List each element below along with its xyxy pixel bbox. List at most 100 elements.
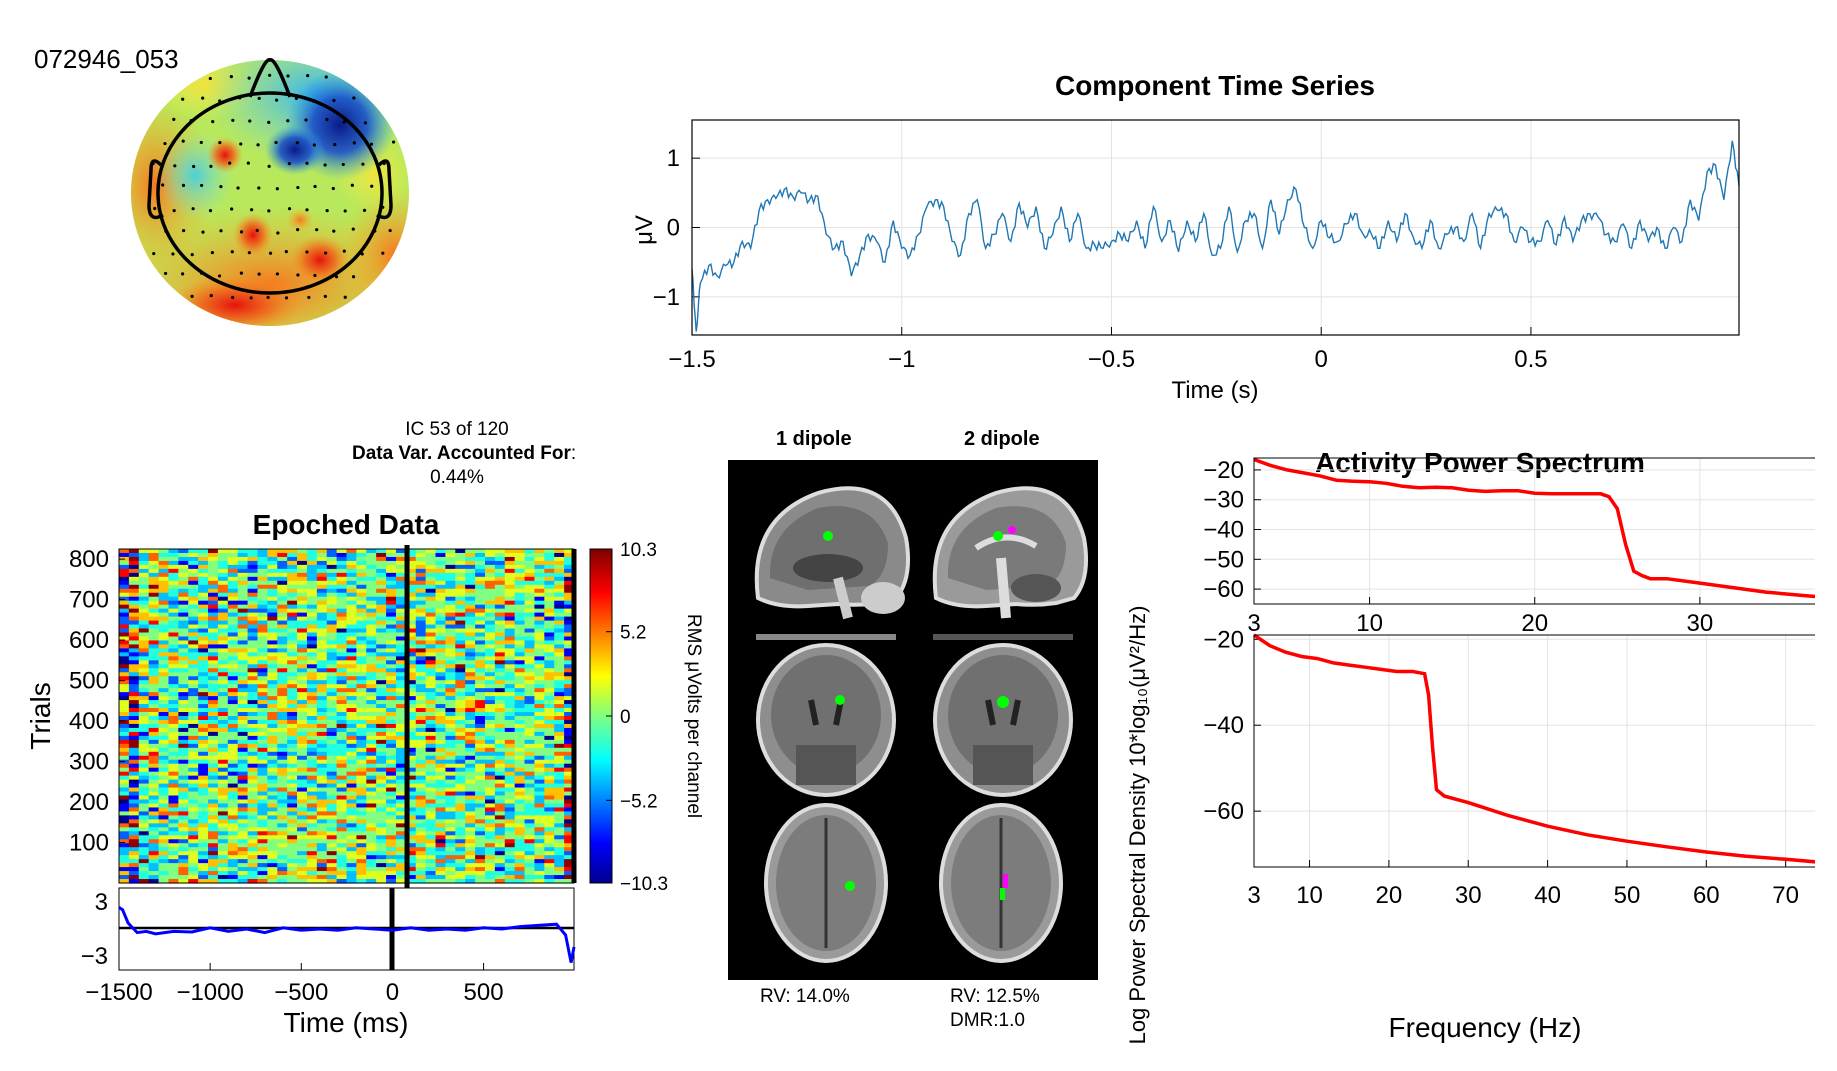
heatmap-cell <box>168 628 179 634</box>
heatmap-cell <box>277 604 288 610</box>
heatmap-cell <box>564 696 575 701</box>
heatmap-cell <box>188 879 199 884</box>
heatmap-cell <box>356 600 367 606</box>
heatmap-cell <box>326 588 338 594</box>
heatmap-cell <box>306 719 318 725</box>
heatmap-cell <box>119 576 130 582</box>
heatmap-cell <box>267 712 278 717</box>
heatmap-cell <box>287 648 298 653</box>
heatmap-cell <box>484 596 496 602</box>
heatmap-cell <box>366 684 377 689</box>
heatmap-cell <box>356 572 367 578</box>
heatmap-cell <box>297 799 308 805</box>
heatmap-cell <box>356 791 367 797</box>
heatmap-cell <box>326 688 338 693</box>
heatmap-cell <box>484 739 496 745</box>
heatmap-cell <box>128 759 140 765</box>
heatmap-cell <box>455 819 466 824</box>
heatmap-cell <box>346 604 357 610</box>
heatmap-cell <box>148 787 160 793</box>
heatmap-cell <box>168 576 179 582</box>
heatmap-cell <box>119 815 130 820</box>
heatmap-cell <box>326 584 338 590</box>
heatmap-cell <box>138 636 150 642</box>
heatmap-cell <box>455 839 466 844</box>
heatmap-cell <box>267 879 278 884</box>
heatmap-cell <box>178 628 189 634</box>
heatmap-cell <box>534 708 545 713</box>
heatmap-cell <box>445 608 456 614</box>
heatmap-cell <box>445 696 456 701</box>
heatmap-cell <box>158 863 170 868</box>
heatmap-cell <box>524 731 536 737</box>
heatmap-cell <box>128 747 140 753</box>
heatmap-cell <box>415 712 427 717</box>
heatmap-cell <box>297 572 308 578</box>
heatmap-cell <box>534 723 545 729</box>
heatmap-cell <box>267 704 278 709</box>
heatmap-cell <box>267 763 278 769</box>
heatmap-cell <box>326 636 338 642</box>
heatmap-cell <box>247 656 259 661</box>
heatmap-cell <box>445 863 456 868</box>
heatmap-cell <box>287 660 298 665</box>
heatmap-cell <box>316 759 328 765</box>
heatmap-cell <box>217 628 229 634</box>
heatmap-cell <box>395 700 407 705</box>
heatmap-cell <box>554 572 565 578</box>
heatmap-cell <box>306 819 318 824</box>
heatmap-cell <box>326 791 338 797</box>
heatmap-cell <box>524 684 536 689</box>
heatmap-cell <box>435 656 447 661</box>
heatmap-cell <box>356 767 367 773</box>
heatmap-cell <box>217 819 229 824</box>
heatmap-cell <box>326 660 338 665</box>
heatmap-cell <box>287 688 298 693</box>
heatmap-cell <box>277 779 288 785</box>
heatmap-cell <box>534 656 545 661</box>
heatmap-cell <box>484 775 496 781</box>
heatmap-cell <box>119 751 130 757</box>
heatmap-cell <box>465 568 476 574</box>
heatmap-cell <box>198 708 209 713</box>
heatmap-cell <box>198 596 209 602</box>
heatmap-cell <box>524 859 536 864</box>
heatmap-cell <box>366 847 377 852</box>
heatmap-cell <box>198 668 209 673</box>
heatmap-cell <box>208 600 219 606</box>
electrode-dot <box>209 164 213 168</box>
heatmap-cell <box>336 596 348 602</box>
heatmap-cell <box>356 568 367 574</box>
heatmap-cell <box>504 775 516 781</box>
heatmap-cell <box>138 564 150 570</box>
heatmap-cell <box>425 624 437 630</box>
heatmap-cell <box>514 580 526 586</box>
heatmap-cell <box>148 831 160 836</box>
heatmap-cell <box>287 747 298 753</box>
heatmap-cell <box>554 688 565 693</box>
heatmap-cell <box>395 608 407 614</box>
heatmap-cell <box>356 751 367 757</box>
heatmap-cell <box>435 576 447 582</box>
heatmap-cell <box>217 624 229 630</box>
heatmap-cell <box>415 616 427 622</box>
heatmap-cell <box>435 783 447 789</box>
heatmap-cell <box>445 879 456 884</box>
heatmap-cell <box>306 600 318 606</box>
heatmap-cell <box>386 676 397 681</box>
heatmap-cell <box>435 747 447 753</box>
heatmap-cell <box>119 660 130 665</box>
heatmap-cell <box>425 767 437 773</box>
heatmap-cell <box>405 735 417 741</box>
heatmap-cell <box>267 640 278 646</box>
heatmap-cell <box>356 620 367 626</box>
heatmap-cell <box>425 835 437 840</box>
heatmap-cell <box>178 823 189 828</box>
heatmap-cell <box>227 735 239 741</box>
heatmap-cell <box>336 712 348 717</box>
heatmap-cell <box>257 716 268 721</box>
heatmap-cell <box>128 624 140 630</box>
heatmap-cell <box>445 795 456 801</box>
heatmap-cell <box>415 751 427 757</box>
heatmap-cell <box>455 672 466 677</box>
